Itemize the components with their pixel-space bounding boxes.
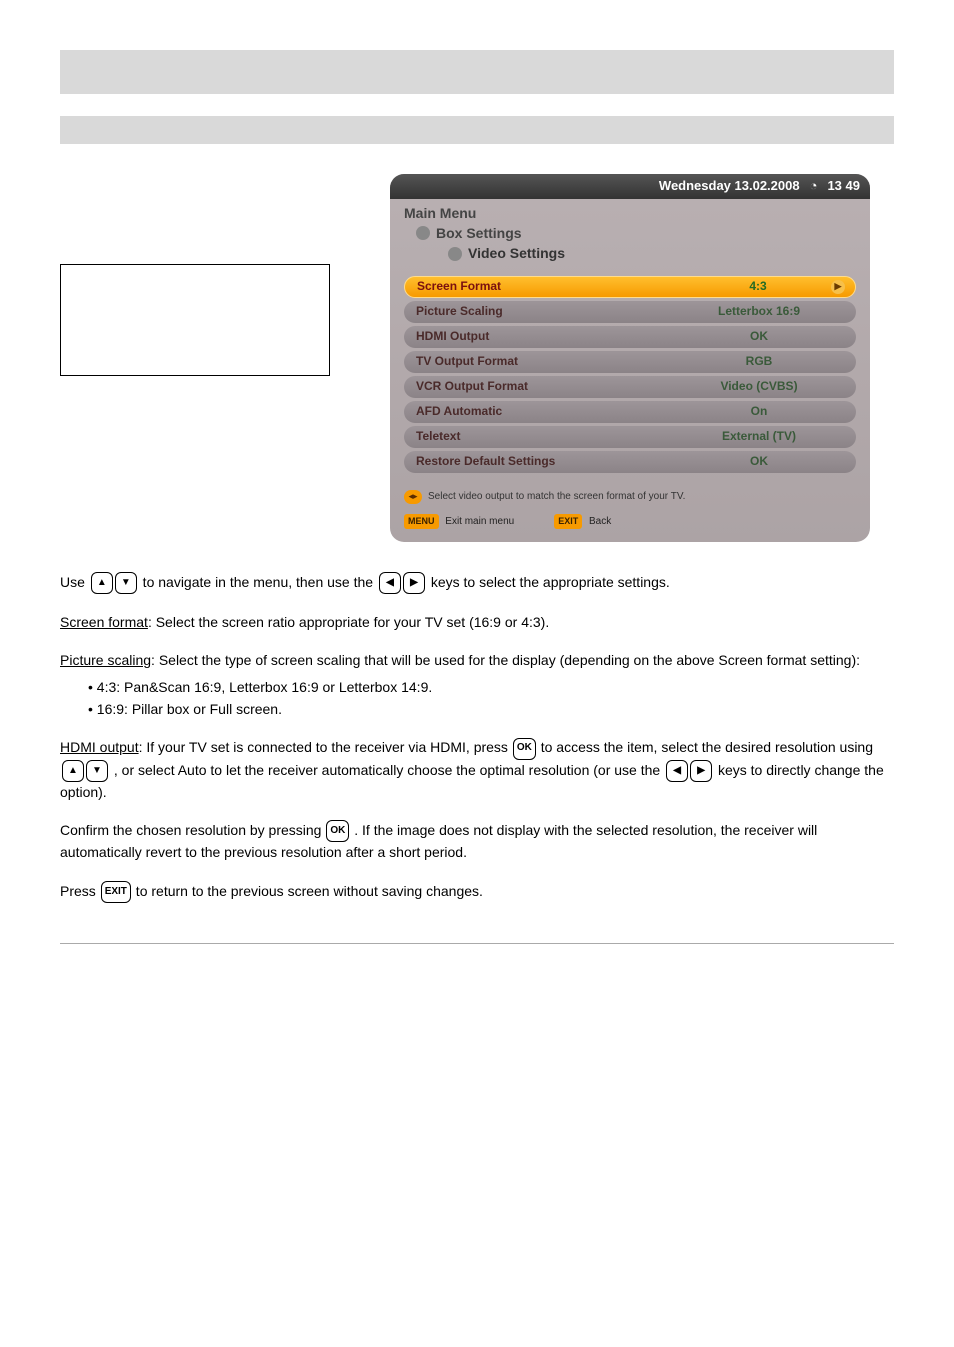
up-down-key-icon: ▲▼	[61, 760, 109, 782]
osd-row-value: RGB	[674, 353, 844, 370]
header-bar-2	[60, 116, 894, 144]
osd-row-afd-automatic[interactable]: AFD AutomaticOn	[404, 401, 856, 423]
osd-row-label: Screen Format	[417, 278, 673, 295]
exit-pill: EXIT	[554, 514, 582, 529]
top-block: Wednesday 13.02.2008 ◔ 13 49 Main Menu B…	[60, 174, 894, 542]
para-exit: Press EXIT to return to the previous scr…	[60, 881, 894, 903]
crumb-video-settings: Video Settings	[448, 243, 856, 263]
para-hdmi-confirm: Confirm the chosen resolution by pressin…	[60, 820, 894, 863]
osd-row-value: 4:3▶	[673, 278, 843, 295]
osd-footer: MENU Exit main menu EXIT Back	[390, 508, 870, 532]
crumb-icon	[448, 247, 462, 261]
osd-row-teletext[interactable]: TeletextExternal (TV)	[404, 426, 856, 448]
osd-row-value: OK	[674, 328, 844, 345]
crumb-box-settings: Box Settings	[416, 223, 856, 243]
osd-hint: ◂▸ Select video output to match the scre…	[390, 478, 870, 509]
ok-key-icon: OK	[513, 738, 536, 760]
osd-row-label: Picture Scaling	[416, 303, 674, 320]
osd-row-label: TV Output Format	[416, 353, 674, 370]
heading-picture-scaling: Picture scaling	[60, 652, 151, 668]
osd-row-label: AFD Automatic	[416, 403, 674, 420]
osd-row-picture-scaling[interactable]: Picture ScalingLetterbox 16:9	[404, 301, 856, 323]
osd-row-label: HDMI Output	[416, 328, 674, 345]
header-bar-1	[60, 50, 894, 94]
osd-row-value: OK	[674, 453, 844, 470]
bullet-16-9: • 16:9: Pillar box or Full screen.	[88, 699, 894, 719]
exit-key-icon: EXIT	[101, 881, 131, 903]
para-navigation: Use ▲▼ to navigate in the menu, then use…	[60, 572, 894, 594]
osd-time: 13 49	[827, 177, 860, 196]
osd-row-hdmi-output[interactable]: HDMI OutputOK	[404, 326, 856, 348]
left-right-key-icon: ◀▶	[378, 572, 426, 594]
para-hdmi-output: HDMI output: If your TV set is connected…	[60, 737, 894, 802]
crumb-icon	[416, 226, 430, 240]
menu-pill: MENU	[404, 514, 439, 529]
left-right-key-icon: ◀▶	[665, 760, 713, 782]
osd-row-label: VCR Output Format	[416, 378, 674, 395]
left-right-icon: ◂▸	[404, 490, 422, 504]
top-left-column	[60, 174, 370, 542]
para-picture-scaling: Picture scaling: Select the type of scre…	[60, 650, 894, 670]
osd-rows: Screen Format4:3▶ Picture ScalingLetterbo…	[390, 268, 870, 478]
heading-screen-format: Screen format	[60, 614, 148, 630]
bullet-4-3: • 4:3: Pan&Scan 16:9, Letterbox 16:9 or …	[88, 677, 894, 697]
osd-row-screen-format[interactable]: Screen Format4:3▶	[404, 276, 856, 298]
osd-row-tv-output-format[interactable]: TV Output FormatRGB	[404, 351, 856, 373]
callout-box	[60, 264, 330, 376]
osd-screenshot: Wednesday 13.02.2008 ◔ 13 49 Main Menu B…	[390, 174, 870, 542]
osd-row-value: Video (CVBS)	[674, 378, 844, 395]
osd-hint-text: Select video output to match the screen …	[428, 490, 685, 505]
osd-breadcrumb: Main Menu Box Settings Video Settings	[390, 199, 870, 268]
osd-row-label: Restore Default Settings	[416, 453, 674, 470]
osd-footer-exit: EXIT Back	[554, 514, 611, 530]
osd-row-vcr-output-format[interactable]: VCR Output FormatVideo (CVBS)	[404, 376, 856, 398]
osd-topbar: Wednesday 13.02.2008 ◔ 13 49	[390, 174, 870, 199]
osd-row-restore-default-settings[interactable]: Restore Default SettingsOK	[404, 451, 856, 473]
osd-date: Wednesday 13.02.2008	[659, 177, 800, 196]
ok-key-icon: OK	[326, 820, 349, 842]
footer-divider	[60, 943, 894, 944]
osd-row-value: On	[674, 403, 844, 420]
osd-row-value: Letterbox 16:9	[674, 303, 844, 320]
osd-footer-menu: MENU Exit main menu	[404, 514, 514, 530]
crumb-main-menu: Main Menu	[404, 203, 856, 223]
clock-icon: ◔	[810, 177, 818, 196]
up-down-key-icon: ▲▼	[90, 572, 138, 594]
chevron-right-icon: ▶	[831, 280, 845, 294]
osd-row-value: External (TV)	[674, 428, 844, 445]
heading-hdmi-output: HDMI output	[60, 739, 139, 755]
para-screen-format: Screen format: Select the screen ratio a…	[60, 612, 894, 632]
osd-row-label: Teletext	[416, 428, 674, 445]
